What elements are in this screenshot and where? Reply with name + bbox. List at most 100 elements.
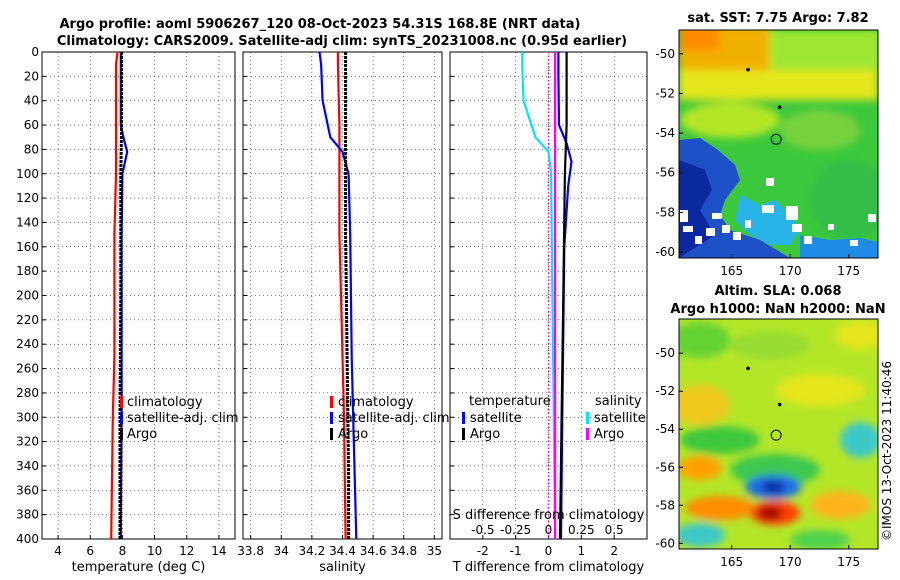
- x-tick-label: 34.8: [390, 544, 417, 558]
- y-tick-label: 0: [31, 45, 39, 59]
- sst-map-title: sat. SST: 7.75 Argo: 7.82: [687, 11, 868, 26]
- sla-map-panel: Altim. SLA: 0.068 Argo h1000: NaN h2000:…: [655, 284, 885, 569]
- sla-map-ticks: 165 170 175 -50 -52 -54 -56 -58 -60: [655, 346, 860, 569]
- salinity-series: [318, 51, 358, 540]
- salinity-xlabel: salinity: [319, 560, 366, 575]
- legend-swatch-s-argo: [586, 428, 589, 440]
- x-tick-label: 12: [179, 544, 194, 558]
- legend-climatology: climatology: [338, 395, 414, 410]
- legend-t-satellite: satellite: [470, 411, 522, 426]
- difference-top-ticks: -0.5 -0.25 0 0.25 0.5: [471, 523, 624, 537]
- difference-series: [521, 52, 573, 540]
- map-y-tick-label: -52: [655, 86, 675, 100]
- y-tick-label: 120: [16, 191, 39, 205]
- y-tick-label: 360: [16, 483, 39, 497]
- x-tick-label: 34.4: [329, 544, 356, 558]
- y-tick-label: 240: [16, 337, 39, 351]
- map-y-tick-label: -50: [655, 47, 675, 61]
- map-x-tick-label: 165: [720, 555, 743, 569]
- difference-ticks: -2 -1 0 1 2: [450, 51, 618, 558]
- temperature-xlabel: temperature (deg C): [72, 560, 206, 575]
- legend-salinity-title: salinity: [595, 394, 642, 409]
- y-tick-label: 200: [16, 289, 39, 303]
- y-tick-label: 380: [16, 508, 39, 522]
- x-tick-label: 2: [610, 544, 618, 558]
- x-tick-label: 6: [86, 544, 94, 558]
- legend-swatch-satellite: [330, 412, 333, 424]
- x-tick-label: -1: [510, 544, 522, 558]
- x-tick-label: 1: [578, 544, 586, 558]
- y-tick-label: 40: [24, 94, 39, 108]
- legend-swatch-argo: [330, 428, 333, 440]
- sst-map-frame: [678, 29, 879, 259]
- map-y-tick-label: -52: [655, 384, 675, 398]
- x-tick-label: 14: [211, 544, 226, 558]
- x-tick-label: -2: [477, 544, 489, 558]
- salinity-ticks: 33.8 34 34.2 34.4 34.6 34.8 35: [237, 51, 442, 558]
- y-tick-label: 180: [16, 264, 39, 278]
- top-x-tick-label: 0: [545, 523, 553, 537]
- y-tick-label: 100: [16, 167, 39, 181]
- salinity-legend: climatology satellite-adj. clim Argo: [330, 395, 450, 442]
- sla-map-title-line1: Altim. SLA: 0.068: [715, 284, 842, 299]
- salinity-axes: [242, 51, 443, 540]
- temperature-ticks: 0 20 40 60 80 100 120 140 160 180 200 220 240 260 280 3…: [16, 45, 226, 558]
- temperature-legend: climatology satellite-adj. clim Argo: [120, 395, 239, 442]
- legend-satellite: satellite-adj. clim: [338, 411, 450, 426]
- legend-s-satellite: satellite: [594, 411, 646, 426]
- top-x-tick-label: 0.25: [568, 523, 595, 537]
- y-tick-label: 400: [16, 532, 39, 546]
- temperature-grid: [42, 51, 235, 540]
- y-tick-label: 20: [24, 69, 39, 83]
- legend-satellite: satellite-adj. clim: [127, 411, 239, 426]
- x-tick-label: 8: [119, 544, 127, 558]
- top-x-tick-label: 0.5: [605, 523, 624, 537]
- sst-map-markers: [746, 67, 782, 145]
- map-y-tick-label: -50: [655, 346, 675, 360]
- map-y-tick-label: -54: [655, 126, 675, 140]
- y-tick-label: 220: [16, 313, 39, 327]
- argo-track-dot: [746, 366, 750, 371]
- sla-map-markers: [746, 366, 782, 441]
- map-x-tick-label: 170: [779, 264, 802, 278]
- difference-top-xlabel: S difference from climatology: [453, 508, 645, 523]
- sla-map-frame: [678, 318, 879, 550]
- figure-title-line1: Argo profile: aoml 5906267_120 08-Oct-20…: [60, 17, 581, 32]
- legend-swatch-s-satellite: [586, 412, 589, 424]
- map-x-tick-label: 170: [779, 555, 802, 569]
- argo-track-dot: [777, 402, 782, 407]
- x-tick-label: 0: [545, 544, 553, 558]
- series-temperature-argo: [558, 52, 568, 540]
- sst-field: [679, 30, 878, 258]
- x-tick-label: 33.8: [237, 544, 264, 558]
- map-y-tick-label: -56: [655, 460, 675, 474]
- y-tick-label: 60: [24, 118, 39, 132]
- x-tick-label: 4: [54, 544, 62, 558]
- legend-s-argo: Argo: [594, 427, 624, 442]
- series-salinity-satellite: [521, 52, 557, 540]
- map-y-tick-label: -58: [655, 498, 675, 512]
- y-tick-label: 320: [16, 435, 39, 449]
- legend-argo: Argo: [127, 427, 157, 442]
- map-x-tick-label: 175: [837, 555, 860, 569]
- series-argo: [344, 52, 351, 539]
- top-x-tick-label: -0.25: [500, 523, 531, 537]
- y-tick-label: 160: [16, 240, 39, 254]
- x-tick-label: 35: [427, 544, 442, 558]
- x-tick-label: 34: [274, 544, 289, 558]
- top-x-tick-label: -0.5: [471, 523, 494, 537]
- argo-profile-location-marker: [770, 133, 782, 145]
- map-y-tick-label: -60: [655, 245, 675, 259]
- map-x-tick-label: 175: [837, 264, 860, 278]
- legend-temperature-title: temperature: [469, 394, 551, 409]
- y-tick-label: 340: [16, 459, 39, 473]
- legend-swatch-climatology: [120, 396, 123, 408]
- salinity-panel: 33.8 34 34.2 34.4 34.6 34.8 35 salinity climat…: [237, 51, 450, 575]
- series-climatology: [336, 52, 347, 540]
- y-tick-label: 300: [16, 410, 39, 424]
- legend-swatch-climatology: [330, 396, 333, 408]
- difference-panel: -2 -1 0 1 2 S difference from climatology -0…: [449, 51, 648, 575]
- difference-grid: [450, 51, 647, 540]
- x-tick-label: 34.2: [299, 544, 326, 558]
